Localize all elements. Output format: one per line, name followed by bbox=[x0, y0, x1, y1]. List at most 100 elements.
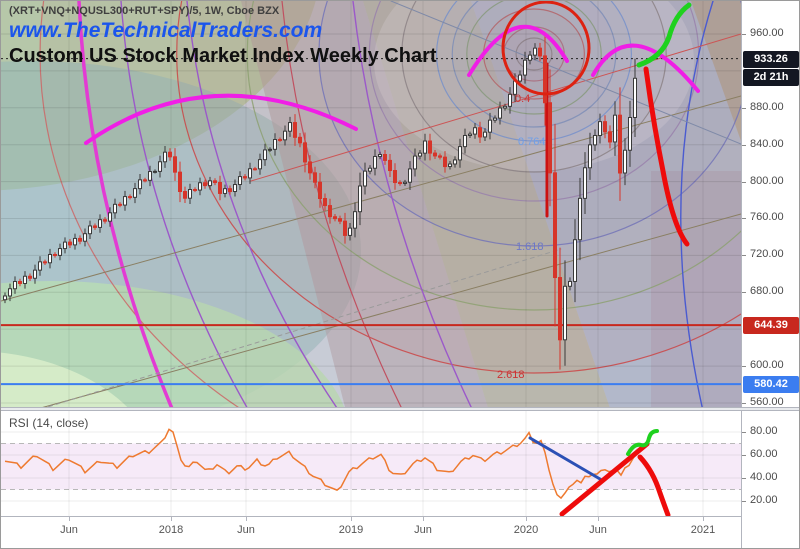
analyst-drawings bbox=[84, 1, 700, 247]
candle bbox=[463, 134, 467, 148]
candle bbox=[133, 188, 137, 198]
candle bbox=[368, 167, 372, 172]
price-chart[interactable]: 0.4 0.764 1.618 2.618 (XRT+VNQ+NQUSL300+RUT… bbox=[1, 1, 741, 407]
rsi-red-rising-line[interactable] bbox=[559, 441, 650, 516]
time-tick-label: Jun bbox=[589, 524, 607, 536]
rsi-drawings bbox=[528, 429, 671, 516]
giant-circle-arcs bbox=[1, 1, 741, 407]
rsi-green-curve[interactable] bbox=[626, 429, 659, 456]
time-tick-label: Jun bbox=[414, 524, 432, 536]
candle bbox=[338, 218, 342, 222]
fib-label: 0.4 bbox=[515, 93, 530, 105]
time-scale[interactable]: Jun 2018 Jun 2019 Jun 2020 Jun 2021 bbox=[1, 516, 799, 548]
channel-line-1[interactable] bbox=[1, 95, 741, 302]
gann-dashed[interactable] bbox=[41, 248, 562, 407]
candle bbox=[243, 176, 247, 179]
rsi-canvas[interactable] bbox=[1, 411, 741, 516]
candle bbox=[103, 219, 107, 222]
candle bbox=[478, 127, 482, 138]
rsi-red-falling-curve[interactable] bbox=[637, 454, 671, 516]
website-watermark: www.TheTechnicalTraders.com bbox=[9, 19, 323, 42]
candle bbox=[278, 138, 282, 141]
magenta-arc-top[interactable] bbox=[467, 24, 569, 77]
candle bbox=[573, 239, 577, 282]
candle bbox=[113, 203, 117, 214]
candle bbox=[268, 148, 272, 151]
candle bbox=[193, 189, 197, 192]
green-projection-curve[interactable] bbox=[636, 2, 692, 68]
candle bbox=[388, 159, 392, 172]
fibonacci-circles bbox=[39, 1, 741, 407]
candle bbox=[518, 74, 522, 82]
time-tick-label: 2021 bbox=[690, 524, 716, 536]
time-tick-label: 2018 bbox=[158, 524, 184, 536]
fib-ring bbox=[318, 1, 741, 247]
rsi-panel[interactable]: RSI (14, close) bbox=[1, 411, 741, 516]
candle bbox=[203, 182, 207, 187]
giant-arc-purple-2[interactable] bbox=[186, 1, 339, 407]
candle bbox=[358, 185, 362, 213]
page-title: Custom US Stock Market Index Weekly Char… bbox=[9, 45, 437, 67]
candle bbox=[258, 159, 262, 170]
candle bbox=[78, 237, 82, 242]
candlestick-series bbox=[3, 33, 637, 370]
magenta-arc-right[interactable] bbox=[591, 43, 700, 93]
candle bbox=[298, 136, 302, 144]
price-chart-canvas[interactable]: 0.4 0.764 1.618 2.618 bbox=[1, 1, 741, 407]
candle bbox=[453, 159, 457, 165]
fibonacci-labels: 0.4 0.764 1.618 2.618 bbox=[497, 93, 546, 381]
bar-countdown-badge: 2d 21h bbox=[743, 68, 799, 86]
price-tick-label: 760.00 bbox=[750, 211, 784, 224]
axis-tick bbox=[742, 292, 746, 294]
axis-tick bbox=[742, 501, 746, 502]
red-circle-top[interactable] bbox=[501, 1, 591, 96]
candle bbox=[48, 253, 52, 264]
blue-diagonal[interactable] bbox=[390, 1, 741, 145]
candle bbox=[178, 171, 182, 193]
candle bbox=[3, 295, 7, 301]
giant-arc-blue-right[interactable] bbox=[680, 1, 714, 407]
candle bbox=[423, 140, 427, 154]
candle bbox=[233, 184, 237, 193]
candle bbox=[618, 114, 622, 174]
candle bbox=[523, 59, 527, 76]
giant-arc-purple-3[interactable] bbox=[352, 1, 473, 407]
candle bbox=[323, 198, 327, 207]
candle bbox=[343, 220, 347, 236]
candle bbox=[163, 151, 167, 163]
red-diagonal[interactable] bbox=[250, 33, 741, 182]
magenta-arc-left[interactable] bbox=[84, 93, 358, 145]
candle bbox=[443, 156, 447, 168]
candle bbox=[348, 227, 352, 236]
pane-splitter[interactable] bbox=[1, 407, 799, 411]
red-projection-curve[interactable] bbox=[643, 66, 690, 247]
candle bbox=[288, 122, 292, 132]
axis-tick bbox=[246, 517, 247, 521]
axis-tick bbox=[742, 455, 746, 456]
candle bbox=[263, 149, 267, 161]
price-tick-label: 560.00 bbox=[750, 395, 784, 408]
candle bbox=[558, 277, 562, 341]
candle bbox=[608, 131, 612, 143]
fib-label: 0.764 bbox=[518, 136, 546, 148]
candle bbox=[533, 47, 537, 56]
candle bbox=[118, 203, 122, 206]
candle bbox=[563, 285, 567, 341]
candle bbox=[63, 241, 67, 250]
candle bbox=[508, 93, 512, 107]
axis-tick bbox=[742, 366, 746, 368]
giant-arc-crimson[interactable] bbox=[281, 1, 403, 407]
candle bbox=[158, 161, 162, 172]
candle bbox=[13, 281, 17, 290]
candle bbox=[408, 168, 412, 183]
candle bbox=[33, 269, 37, 279]
candle bbox=[413, 155, 417, 170]
price-tick-label: 880.00 bbox=[750, 100, 784, 113]
rsi-blue-trendline[interactable] bbox=[528, 436, 602, 481]
candle bbox=[218, 182, 222, 194]
giant-arc-magenta[interactable] bbox=[77, 1, 174, 407]
candle bbox=[503, 105, 507, 109]
price-scale[interactable]: 960.00 880.00 840.00 800.00 760.00 720.00 680.… bbox=[741, 1, 799, 516]
candle bbox=[308, 161, 312, 174]
rsi-gridlines bbox=[1, 411, 741, 516]
